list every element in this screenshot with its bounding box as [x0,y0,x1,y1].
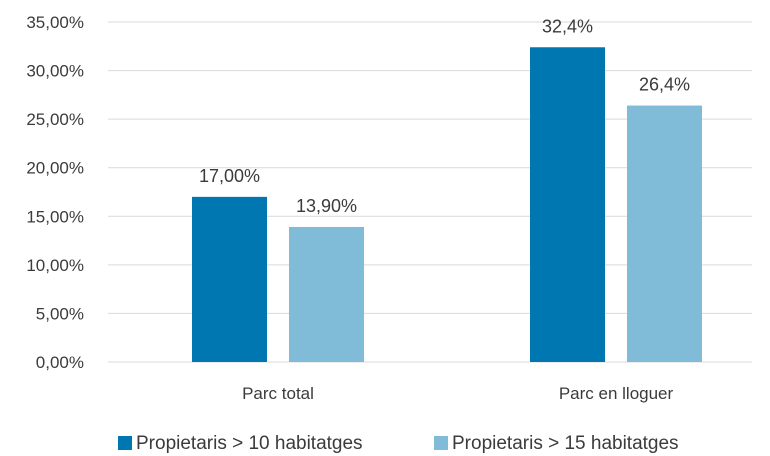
bar [530,47,605,362]
legend-swatch [118,436,132,450]
legend: Propietaris > 10 habitatges Propietaris >… [118,433,679,454]
data-label: 13,90% [296,196,357,216]
y-tick-label: 0,00% [36,353,84,372]
x-category-label: Parc total [242,384,314,403]
data-label: 32,4% [542,16,593,36]
data-labels: 17,00% 13,90% 32,4% 26,4% [199,16,690,216]
data-label: 17,00% [199,166,260,186]
bar [192,196,267,362]
data-label: 26,4% [639,75,690,95]
y-tick-label: 15,00% [26,207,84,226]
x-category-label: Parc en lloguer [559,384,674,403]
legend-label: Propietaris > 15 habitatges [452,433,679,454]
y-tick-label: 25,00% [26,110,84,129]
bars [192,47,702,363]
y-tick-label: 35,00% [26,13,84,32]
y-tick-label: 30,00% [26,62,84,81]
y-tick-label: 10,00% [26,256,84,275]
x-axis-categories: Parc total Parc en lloguer [242,384,673,403]
bar [289,226,364,362]
legend-label: Propietaris > 10 habitatges [136,433,363,454]
y-tick-label: 5,00% [36,304,84,323]
bar [627,105,702,363]
y-axis-ticks: 0,00% 5,00% 10,00% 15,00% 20,00% 25,00% 30,00%… [26,13,84,372]
legend-swatch [434,436,448,450]
y-tick-label: 20,00% [26,159,84,178]
